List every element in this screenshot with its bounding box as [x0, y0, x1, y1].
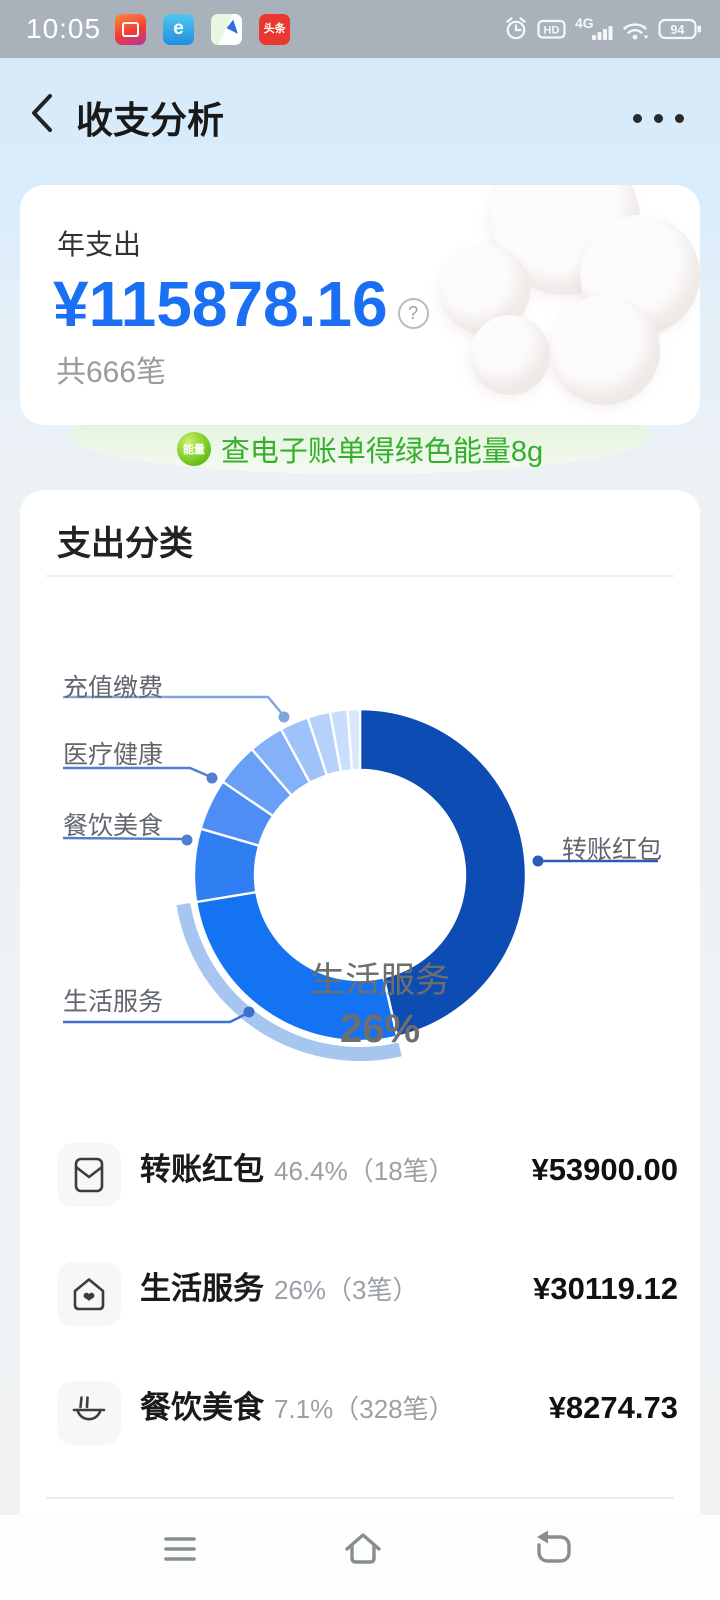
- divider: [46, 1497, 674, 1499]
- home-button[interactable]: [341, 1527, 385, 1571]
- notification-app-icons: e 头条: [115, 13, 291, 45]
- donut-segment[interactable]: [346, 707, 362, 772]
- energy-badge-icon: 能量: [176, 432, 211, 466]
- category-share: 26%: [274, 1275, 327, 1305]
- life-services-icon: [57, 1262, 121, 1326]
- donut-center-label: 生活服务 26%: [260, 952, 500, 1052]
- category-name: 转账红包: [140, 1152, 264, 1187]
- donut-segment-生活服务[interactable]: [194, 890, 399, 1043]
- energy-banner-text: 查电子账单得绿色能量8g: [220, 436, 544, 468]
- cloud-illustration: [430, 185, 700, 425]
- category-row[interactable]: 生活服务 26% （3笔） ¥30119.12: [20, 1262, 700, 1326]
- back-button[interactable]: [26, 88, 60, 138]
- recent-apps-button[interactable]: [160, 1527, 204, 1571]
- status-time: 10:05: [26, 13, 102, 44]
- category-row[interactable]: 餐饮美食 7.1% （328笔） ¥8274.73: [20, 1381, 700, 1445]
- callout-dot: [206, 772, 218, 784]
- expense-category-card: 支出分类 充值缴费 医疗健康 餐饮美食 生活服务 转账红包 生活服务 26% 转账红包 …: [20, 490, 700, 1515]
- hd-icon: HD: [537, 15, 566, 43]
- green-energy-banner[interactable]: 能量 查电子账单得绿色能量8g: [0, 426, 720, 472]
- alarm-clock-icon: [504, 15, 528, 43]
- food-icon: [57, 1381, 121, 1445]
- category-amount: ¥53900.00: [531, 1152, 678, 1187]
- category-share: 46.4%: [274, 1156, 348, 1186]
- center-label-name: 生活服务: [309, 961, 450, 1000]
- battery-icon: 94: [658, 15, 702, 43]
- svg-text:4G: 4G: [575, 15, 594, 31]
- status-bar: 10:05 e 头条 HD 4G: [0, 0, 720, 58]
- chart-callout-label-生活服务[interactable]: 生活服务: [63, 988, 164, 1016]
- battery-level: 94: [671, 23, 685, 37]
- donut-highlight-band: [176, 902, 402, 1061]
- wifi-icon: [622, 15, 649, 43]
- chart-callout-label-转账红包[interactable]: 转账红包: [562, 836, 663, 864]
- help-icon[interactable]: ?: [397, 297, 429, 329]
- category-name: 生活服务: [140, 1271, 264, 1306]
- more-menu-button[interactable]: [633, 114, 684, 123]
- donut-svg: [62, 695, 658, 1061]
- callout-dot: [243, 1006, 255, 1018]
- android-nav-bar: [0, 1515, 720, 1600]
- callout-line: [63, 1011, 249, 1024]
- toutiao-app-icon: 头条: [259, 13, 291, 45]
- svg-text:HD: HD: [544, 25, 560, 37]
- chart-callout-label-充值缴费[interactable]: 充值缴费: [63, 674, 164, 702]
- category-count: （3笔）: [326, 1275, 419, 1305]
- paper-plane-app-icon: [211, 13, 243, 45]
- category-share: 7.1%: [274, 1394, 334, 1424]
- category-count: （18笔）: [347, 1156, 455, 1186]
- e-app-icon: e: [163, 13, 195, 45]
- center-label-value: 26%: [339, 1007, 421, 1051]
- red-envelope-icon: [57, 1143, 121, 1207]
- category-count: （328笔）: [333, 1394, 455, 1424]
- annual-expense-amount: ¥115878.16: [53, 268, 388, 340]
- signal-4g-icon: 4G: [575, 15, 613, 43]
- chart-callout-label-医疗健康[interactable]: 医疗健康: [63, 741, 164, 769]
- transaction-count: 共666笔: [56, 356, 167, 389]
- callout-dot: [278, 711, 290, 723]
- back-nav-button[interactable]: [532, 1527, 576, 1571]
- annual-expense-card[interactable]: 年支出 ¥115878.16 ? 共666笔: [20, 185, 700, 425]
- category-amount: ¥8274.73: [548, 1390, 678, 1425]
- page-title: 收支分析: [76, 100, 224, 141]
- callout-line: [63, 695, 284, 716]
- callout-line: [62, 836, 185, 841]
- donut-chart: 充值缴费医疗健康餐饮美食生活服务 转账红包 生活服务 26%: [20, 600, 700, 1120]
- section-title: 支出分类: [57, 525, 193, 563]
- chart-callout-label-餐饮美食[interactable]: 餐饮美食: [63, 812, 164, 840]
- category-amount: ¥30119.12: [533, 1271, 678, 1306]
- callout-line: [63, 766, 212, 779]
- breakdown-rows: 转账红包 46.4% （18笔） ¥53900.00 生活服务 26% （3笔）…: [20, 1120, 700, 1500]
- category-name: 餐饮美食: [140, 1390, 264, 1425]
- callout-dot: [532, 855, 544, 867]
- donut-segment-转账红包[interactable]: [358, 707, 528, 1039]
- callout-dot: [181, 834, 193, 846]
- category-row[interactable]: 转账红包 46.4% （18笔） ¥53900.00: [20, 1143, 700, 1207]
- divider: [46, 575, 674, 577]
- annual-expense-label: 年支出: [57, 229, 142, 260]
- kuaiying-app-icon: [115, 13, 147, 45]
- header: 收支分析: [0, 58, 720, 210]
